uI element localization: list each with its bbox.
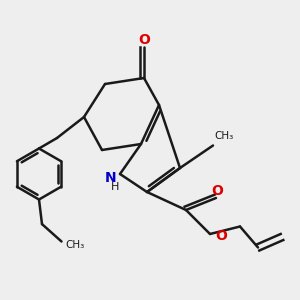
Text: CH₃: CH₃ [65, 240, 84, 250]
Text: CH₃: CH₃ [214, 131, 234, 141]
Text: O: O [215, 230, 227, 243]
Text: O: O [138, 33, 150, 47]
Text: O: O [212, 184, 224, 198]
Text: H: H [111, 182, 120, 193]
Text: N: N [105, 172, 117, 185]
